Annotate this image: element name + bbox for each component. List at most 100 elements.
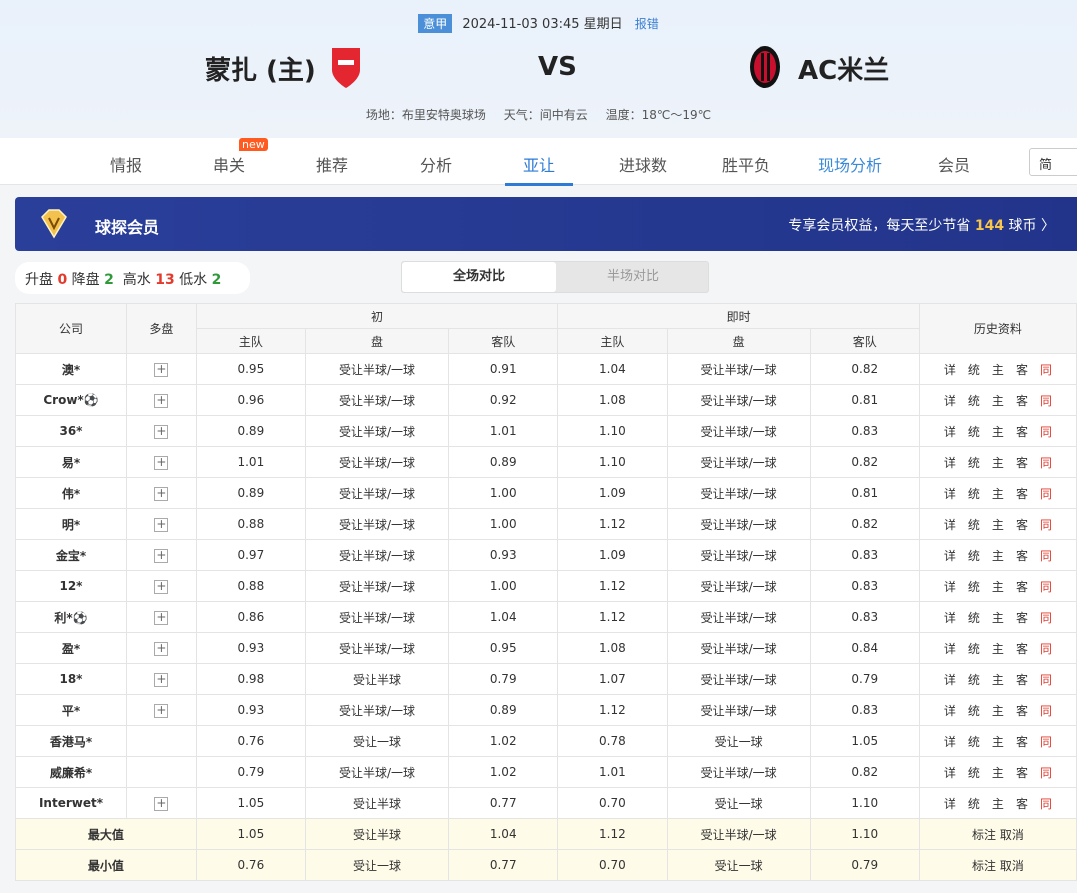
expand-plus-icon[interactable]: + bbox=[154, 516, 169, 532]
history-link[interactable]: 同 bbox=[1039, 672, 1052, 687]
expand-plus-icon[interactable]: + bbox=[154, 361, 169, 377]
history-link[interactable]: 主 bbox=[991, 548, 1004, 563]
company-name[interactable]: 盈* bbox=[15, 632, 127, 664]
expand-plus-icon[interactable]: + bbox=[154, 795, 169, 811]
history-link[interactable]: 详 bbox=[943, 362, 956, 377]
history-link[interactable]: 统 bbox=[967, 610, 980, 625]
expand-plus-icon[interactable]: + bbox=[154, 485, 169, 501]
history-link[interactable]: 统 bbox=[967, 796, 980, 811]
tab-info[interactable]: 情报 bbox=[110, 156, 143, 175]
history-link[interactable]: 同 bbox=[1039, 393, 1052, 408]
company-name[interactable]: 伟* bbox=[15, 477, 127, 509]
tab-1x2[interactable]: 胜平负 bbox=[722, 156, 771, 175]
history-link[interactable]: 统 bbox=[967, 548, 980, 563]
company-name[interactable]: 香港马* bbox=[15, 725, 127, 757]
history-link[interactable]: 详 bbox=[943, 796, 956, 811]
tab-recommend[interactable]: 推荐 bbox=[316, 156, 349, 175]
history-link[interactable]: 主 bbox=[991, 393, 1004, 408]
company-name[interactable]: 易* bbox=[15, 446, 127, 478]
history-link[interactable]: 主 bbox=[991, 486, 1004, 501]
mark-cancel-actions[interactable]: 标注 取消 bbox=[918, 818, 1077, 850]
report-error-link[interactable]: 报错 bbox=[634, 17, 659, 31]
league-badge[interactable]: 意甲 bbox=[418, 14, 453, 33]
history-link[interactable]: 同 bbox=[1039, 548, 1052, 563]
history-link[interactable]: 主 bbox=[991, 362, 1004, 377]
history-link[interactable]: 主 bbox=[991, 517, 1004, 532]
mark-cancel-actions[interactable]: 标注 取消 bbox=[918, 849, 1077, 881]
company-name[interactable]: Interwet* bbox=[15, 787, 127, 819]
history-link[interactable]: 详 bbox=[943, 765, 956, 780]
history-link[interactable]: 客 bbox=[1015, 455, 1028, 470]
history-link[interactable]: 客 bbox=[1015, 362, 1028, 377]
history-link[interactable]: 统 bbox=[967, 641, 980, 656]
expand-plus-icon[interactable]: + bbox=[154, 578, 169, 594]
history-link[interactable]: 同 bbox=[1039, 517, 1052, 532]
expand-plus-icon[interactable]: + bbox=[154, 454, 169, 470]
history-link[interactable]: 客 bbox=[1015, 548, 1028, 563]
history-link[interactable]: 详 bbox=[943, 734, 956, 749]
history-link[interactable]: 主 bbox=[991, 455, 1004, 470]
history-link[interactable]: 统 bbox=[967, 362, 980, 377]
history-link[interactable]: 统 bbox=[967, 734, 980, 749]
history-link[interactable]: 同 bbox=[1039, 362, 1052, 377]
company-name[interactable]: 12* bbox=[15, 570, 127, 602]
history-link[interactable]: 统 bbox=[967, 703, 980, 718]
history-link[interactable]: 统 bbox=[967, 424, 980, 439]
expand-plus-icon[interactable]: + bbox=[154, 640, 169, 656]
history-link[interactable]: 详 bbox=[943, 610, 956, 625]
expand-plus-icon[interactable]: + bbox=[154, 547, 169, 563]
history-link[interactable]: 统 bbox=[967, 455, 980, 470]
history-link[interactable]: 统 bbox=[967, 393, 980, 408]
full-match-tab[interactable]: 全场对比 bbox=[402, 262, 556, 292]
history-link[interactable]: 主 bbox=[991, 734, 1004, 749]
away-team-name[interactable]: AC米兰 bbox=[798, 56, 890, 86]
history-link[interactable]: 同 bbox=[1039, 703, 1052, 718]
half-match-tab[interactable]: 半场对比 bbox=[606, 269, 659, 284]
history-link[interactable]: 主 bbox=[991, 424, 1004, 439]
tab-live-analysis[interactable]: 现场分析 bbox=[818, 156, 883, 175]
company-name[interactable]: 威廉希* bbox=[15, 756, 127, 788]
history-link[interactable]: 统 bbox=[967, 672, 980, 687]
company-name[interactable]: 18* bbox=[15, 663, 127, 695]
expand-plus-icon[interactable]: + bbox=[154, 702, 169, 718]
vip-banner[interactable]: 球探会员 专享会员权益，每天至少节省 144 球币 〉 bbox=[15, 197, 1077, 251]
expand-plus-icon[interactable]: + bbox=[154, 609, 169, 625]
history-link[interactable]: 客 bbox=[1015, 641, 1028, 656]
history-link[interactable]: 主 bbox=[991, 703, 1004, 718]
history-link[interactable]: 同 bbox=[1039, 641, 1052, 656]
history-link[interactable]: 客 bbox=[1015, 486, 1028, 501]
history-link[interactable]: 同 bbox=[1039, 455, 1052, 470]
history-link[interactable]: 同 bbox=[1039, 610, 1052, 625]
history-link[interactable]: 同 bbox=[1039, 765, 1052, 780]
history-link[interactable]: 统 bbox=[967, 765, 980, 780]
history-link[interactable]: 客 bbox=[1015, 734, 1028, 749]
company-name[interactable]: 平* bbox=[15, 694, 127, 726]
history-link[interactable]: 详 bbox=[943, 393, 956, 408]
history-link[interactable]: 统 bbox=[967, 579, 980, 594]
history-link[interactable]: 详 bbox=[943, 703, 956, 718]
tab-parlay[interactable]: 串关 new bbox=[213, 138, 268, 176]
history-link[interactable]: 详 bbox=[943, 641, 956, 656]
history-link[interactable]: 主 bbox=[991, 641, 1004, 656]
tab-asian-handicap[interactable]: 亚让 bbox=[504, 152, 574, 186]
history-link[interactable]: 同 bbox=[1039, 579, 1052, 594]
history-link[interactable]: 详 bbox=[943, 424, 956, 439]
language-toggle[interactable]: 简 bbox=[1029, 148, 1077, 176]
company-name[interactable]: 36* bbox=[15, 415, 127, 447]
history-link[interactable]: 主 bbox=[991, 765, 1004, 780]
expand-plus-icon[interactable]: + bbox=[154, 671, 169, 687]
company-name[interactable]: 利*⚽ bbox=[15, 601, 127, 633]
company-name[interactable]: 明* bbox=[15, 508, 127, 540]
history-link[interactable]: 客 bbox=[1015, 703, 1028, 718]
history-link[interactable]: 统 bbox=[967, 517, 980, 532]
history-link[interactable]: 客 bbox=[1015, 796, 1028, 811]
history-link[interactable]: 详 bbox=[943, 455, 956, 470]
tab-member[interactable]: 会员 bbox=[938, 156, 971, 175]
home-team-name[interactable]: 蒙扎 (主) bbox=[205, 56, 316, 86]
history-link[interactable]: 详 bbox=[943, 579, 956, 594]
history-link[interactable]: 客 bbox=[1015, 424, 1028, 439]
company-name[interactable]: 澳* bbox=[15, 353, 127, 385]
history-link[interactable]: 同 bbox=[1039, 424, 1052, 439]
history-link[interactable]: 详 bbox=[943, 672, 956, 687]
history-link[interactable]: 详 bbox=[943, 548, 956, 563]
